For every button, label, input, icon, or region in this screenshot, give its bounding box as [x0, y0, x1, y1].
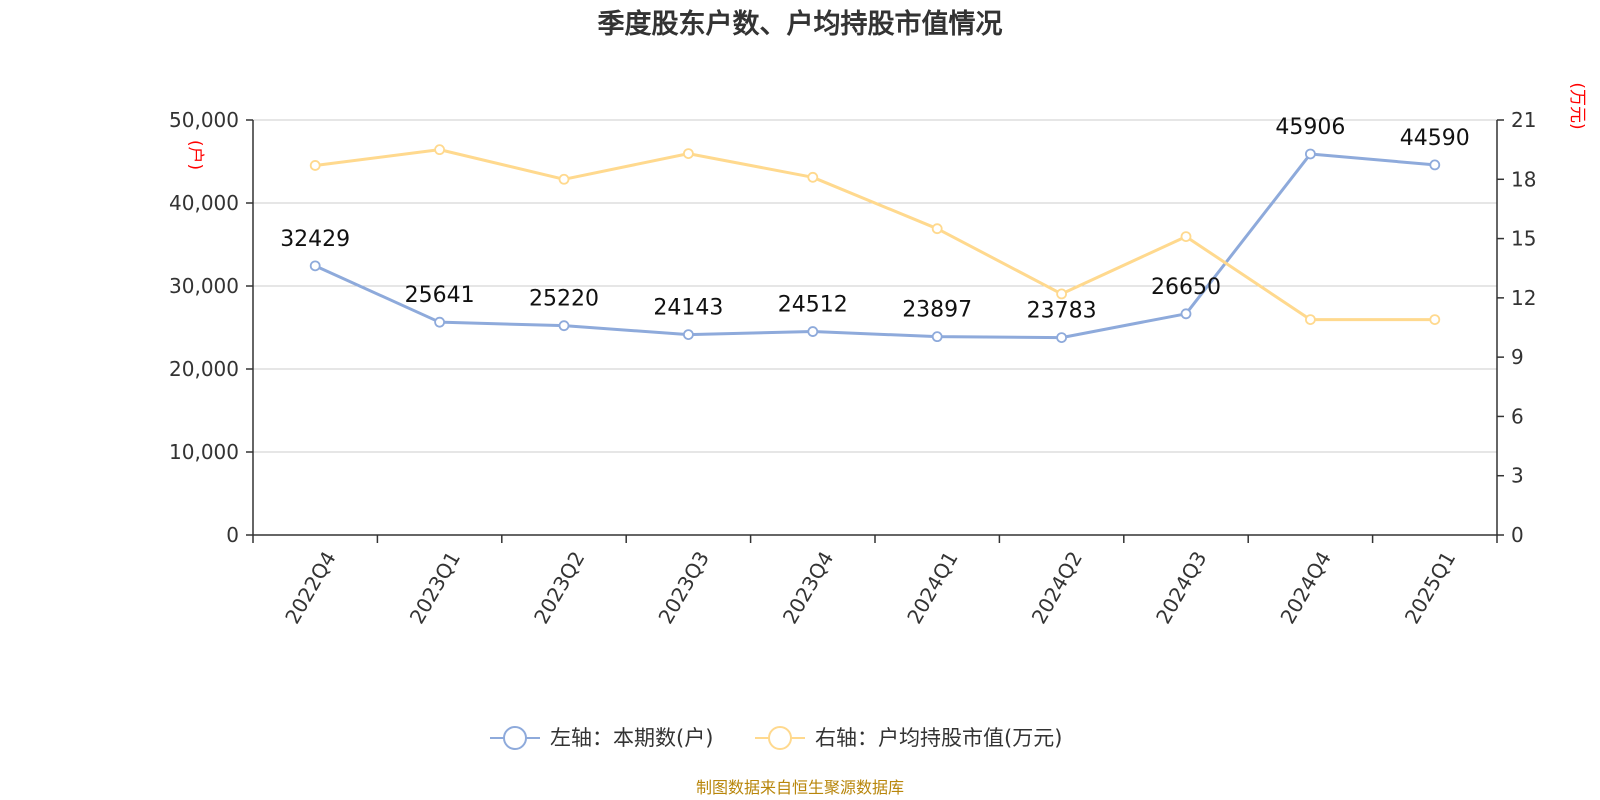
- left-tick-label: 40,000: [169, 191, 239, 215]
- left-tick-label: 10,000: [169, 440, 239, 464]
- x-tick-label: 2024Q2: [1027, 547, 1087, 628]
- data-point-left: [1305, 148, 1316, 160]
- legend-marker-left: [503, 726, 527, 750]
- legend-label-right: 右轴：户均持股市值(万元): [815, 726, 1062, 750]
- x-tick-label: 2025Q1: [1400, 547, 1460, 628]
- data-label: 24512: [778, 293, 848, 318]
- legend-item-left-series[interactable]: 左轴：本期数(户): [490, 726, 713, 750]
- left-tick-label: 30,000: [169, 274, 239, 298]
- x-tick-label: 2024Q4: [1275, 547, 1335, 628]
- right-tick-label: 18: [1511, 167, 1536, 191]
- x-tick-label: 2023Q4: [778, 547, 838, 628]
- legend-marker-right: [768, 726, 792, 750]
- data-source-note: 制图数据来自恒生聚源数据库: [696, 778, 904, 797]
- x-tick-label: 2022Q4: [280, 547, 340, 628]
- x-tick-label: 2024Q3: [1151, 547, 1211, 628]
- data-point-left: [309, 260, 321, 272]
- left-tick-label: 50,000: [169, 108, 239, 132]
- data-point-right: [683, 148, 694, 159]
- right-tick-label: 21: [1511, 108, 1536, 132]
- x-tick-label: 2023Q2: [529, 547, 589, 628]
- right-tick-label: 15: [1511, 227, 1536, 251]
- left-tick-label: 20,000: [169, 357, 239, 381]
- legend-label-left: 左轴：本期数(户): [550, 726, 713, 750]
- left-tick-label: 0: [226, 523, 239, 547]
- data-label: 25641: [405, 283, 475, 308]
- data-label: 26650: [1151, 275, 1221, 300]
- x-tick-label: 2023Q1: [405, 547, 465, 628]
- series-layer: [309, 144, 1441, 344]
- data-point-left: [1429, 159, 1441, 171]
- series-line-left: [314, 152, 1435, 340]
- data-label: 44590: [1400, 126, 1470, 151]
- left-axis-unit: (户): [185, 140, 205, 170]
- data-point-left: [683, 329, 694, 341]
- legend-item-right-series[interactable]: 右轴：户均持股市值(万元): [755, 726, 1062, 750]
- data-point-right: [558, 173, 570, 185]
- data-point-left: [1180, 308, 1192, 320]
- data-label: 23897: [902, 298, 972, 323]
- data-point-right: [1180, 231, 1192, 242]
- right-tick-label: 3: [1511, 464, 1524, 488]
- data-point-left: [558, 320, 570, 332]
- data-point-right: [931, 223, 943, 235]
- data-point-left: [931, 331, 943, 343]
- x-tick-label: 2023Q3: [653, 547, 713, 628]
- data-point-right: [1305, 314, 1316, 325]
- data-point-right: [807, 171, 819, 183]
- data-label: 24143: [653, 296, 723, 321]
- axes: 0 10,000 20,000 30,000 40,000 50,000 0 3 6 9 12 15 1…: [169, 108, 1536, 628]
- data-label: 45906: [1275, 115, 1345, 140]
- right-tick-label: 6: [1511, 404, 1524, 428]
- data-label: 23783: [1027, 299, 1097, 324]
- data-label: 25220: [529, 287, 599, 312]
- data-point-right: [434, 144, 446, 156]
- gridlines: [253, 119, 1497, 453]
- right-tick-label: 0: [1511, 523, 1524, 547]
- data-labels: 32429 25641 25220 24143 24512 23897 23783 26650…: [280, 115, 1470, 324]
- x-tick-label: 2024Q1: [902, 547, 962, 628]
- data-point-right: [309, 160, 321, 171]
- legend[interactable]: 左轴：本期数(户) 右轴：户均持股市值(万元): [490, 726, 1062, 750]
- data-point-left: [434, 316, 446, 328]
- right-tick-label: 9: [1511, 345, 1524, 369]
- data-point-left: [807, 326, 819, 337]
- right-tick-label: 12: [1511, 286, 1536, 310]
- data-point-right: [1429, 314, 1441, 325]
- right-axis-unit: (万元): [1567, 82, 1587, 129]
- data-point-right: [1056, 288, 1067, 300]
- chart-title: 季度股东户数、户均持股市值情况: [598, 8, 1003, 40]
- series-line-right: [315, 148, 1435, 322]
- data-label: 32429: [280, 227, 350, 252]
- data-point-left: [1056, 332, 1067, 344]
